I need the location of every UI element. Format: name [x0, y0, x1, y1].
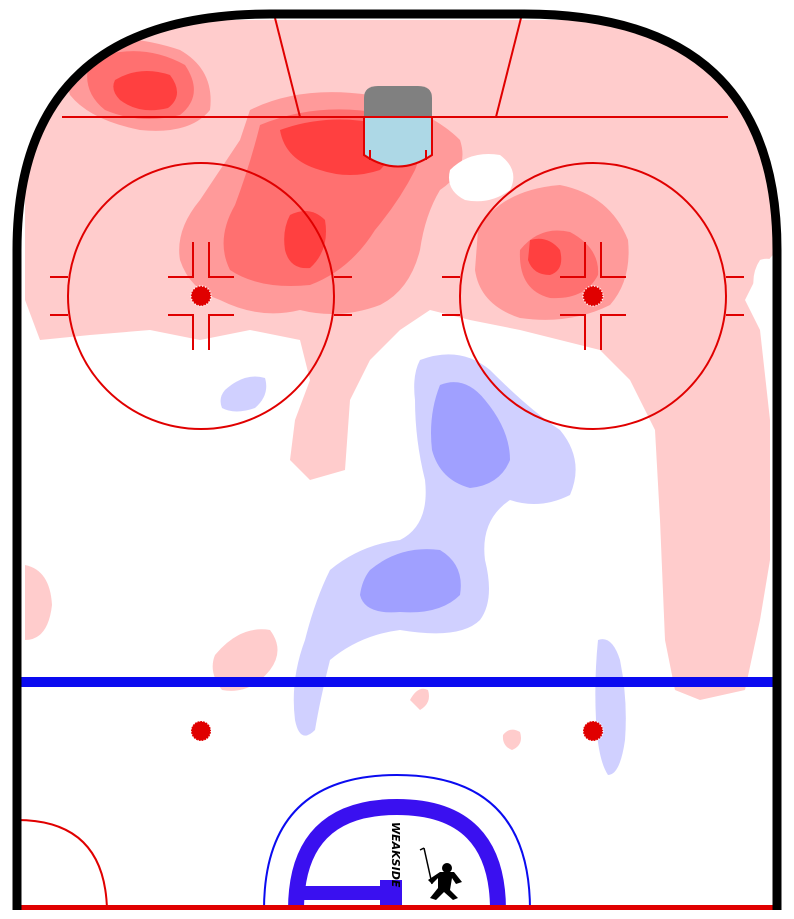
trapezoid-line-left — [273, 13, 301, 118]
heat-gap — [753, 258, 777, 304]
faceoff-dot — [191, 286, 211, 306]
faceoff-circle-right — [442, 162, 744, 430]
center-ice-logo: WEAKSIDE — [288, 798, 506, 911]
rink-boards — [12, 9, 782, 910]
referee-crease — [16, 819, 108, 911]
faceoff-circle-left — [50, 162, 352, 430]
heat-region-light — [502, 729, 521, 750]
heat-region-cold — [431, 382, 510, 488]
logo-text: WEAKSIDE — [389, 822, 402, 888]
heat-region-cool — [220, 376, 267, 412]
heat-region-light — [25, 565, 52, 640]
heat-region-cold — [360, 549, 461, 613]
neutral-zone-dot-right — [583, 721, 603, 741]
hockey-player-icon — [419, 847, 462, 900]
heat-region-cool — [595, 639, 626, 775]
center-circle — [263, 773, 531, 911]
heat-region-hottest — [113, 71, 178, 111]
center-red-line — [17, 905, 777, 910]
heat-region-hottest — [284, 211, 326, 269]
heat-gap — [449, 154, 514, 202]
neutral-zone-dot-left — [191, 721, 211, 741]
heat-region-hottest — [528, 238, 562, 275]
trapezoid-line-right — [495, 13, 523, 118]
blue-line — [17, 677, 777, 687]
faceoff-dot — [583, 286, 603, 306]
heat-region-light — [212, 629, 278, 691]
heat-region-light — [410, 688, 429, 710]
goal-net — [364, 86, 432, 117]
goal-crease — [363, 116, 433, 168]
